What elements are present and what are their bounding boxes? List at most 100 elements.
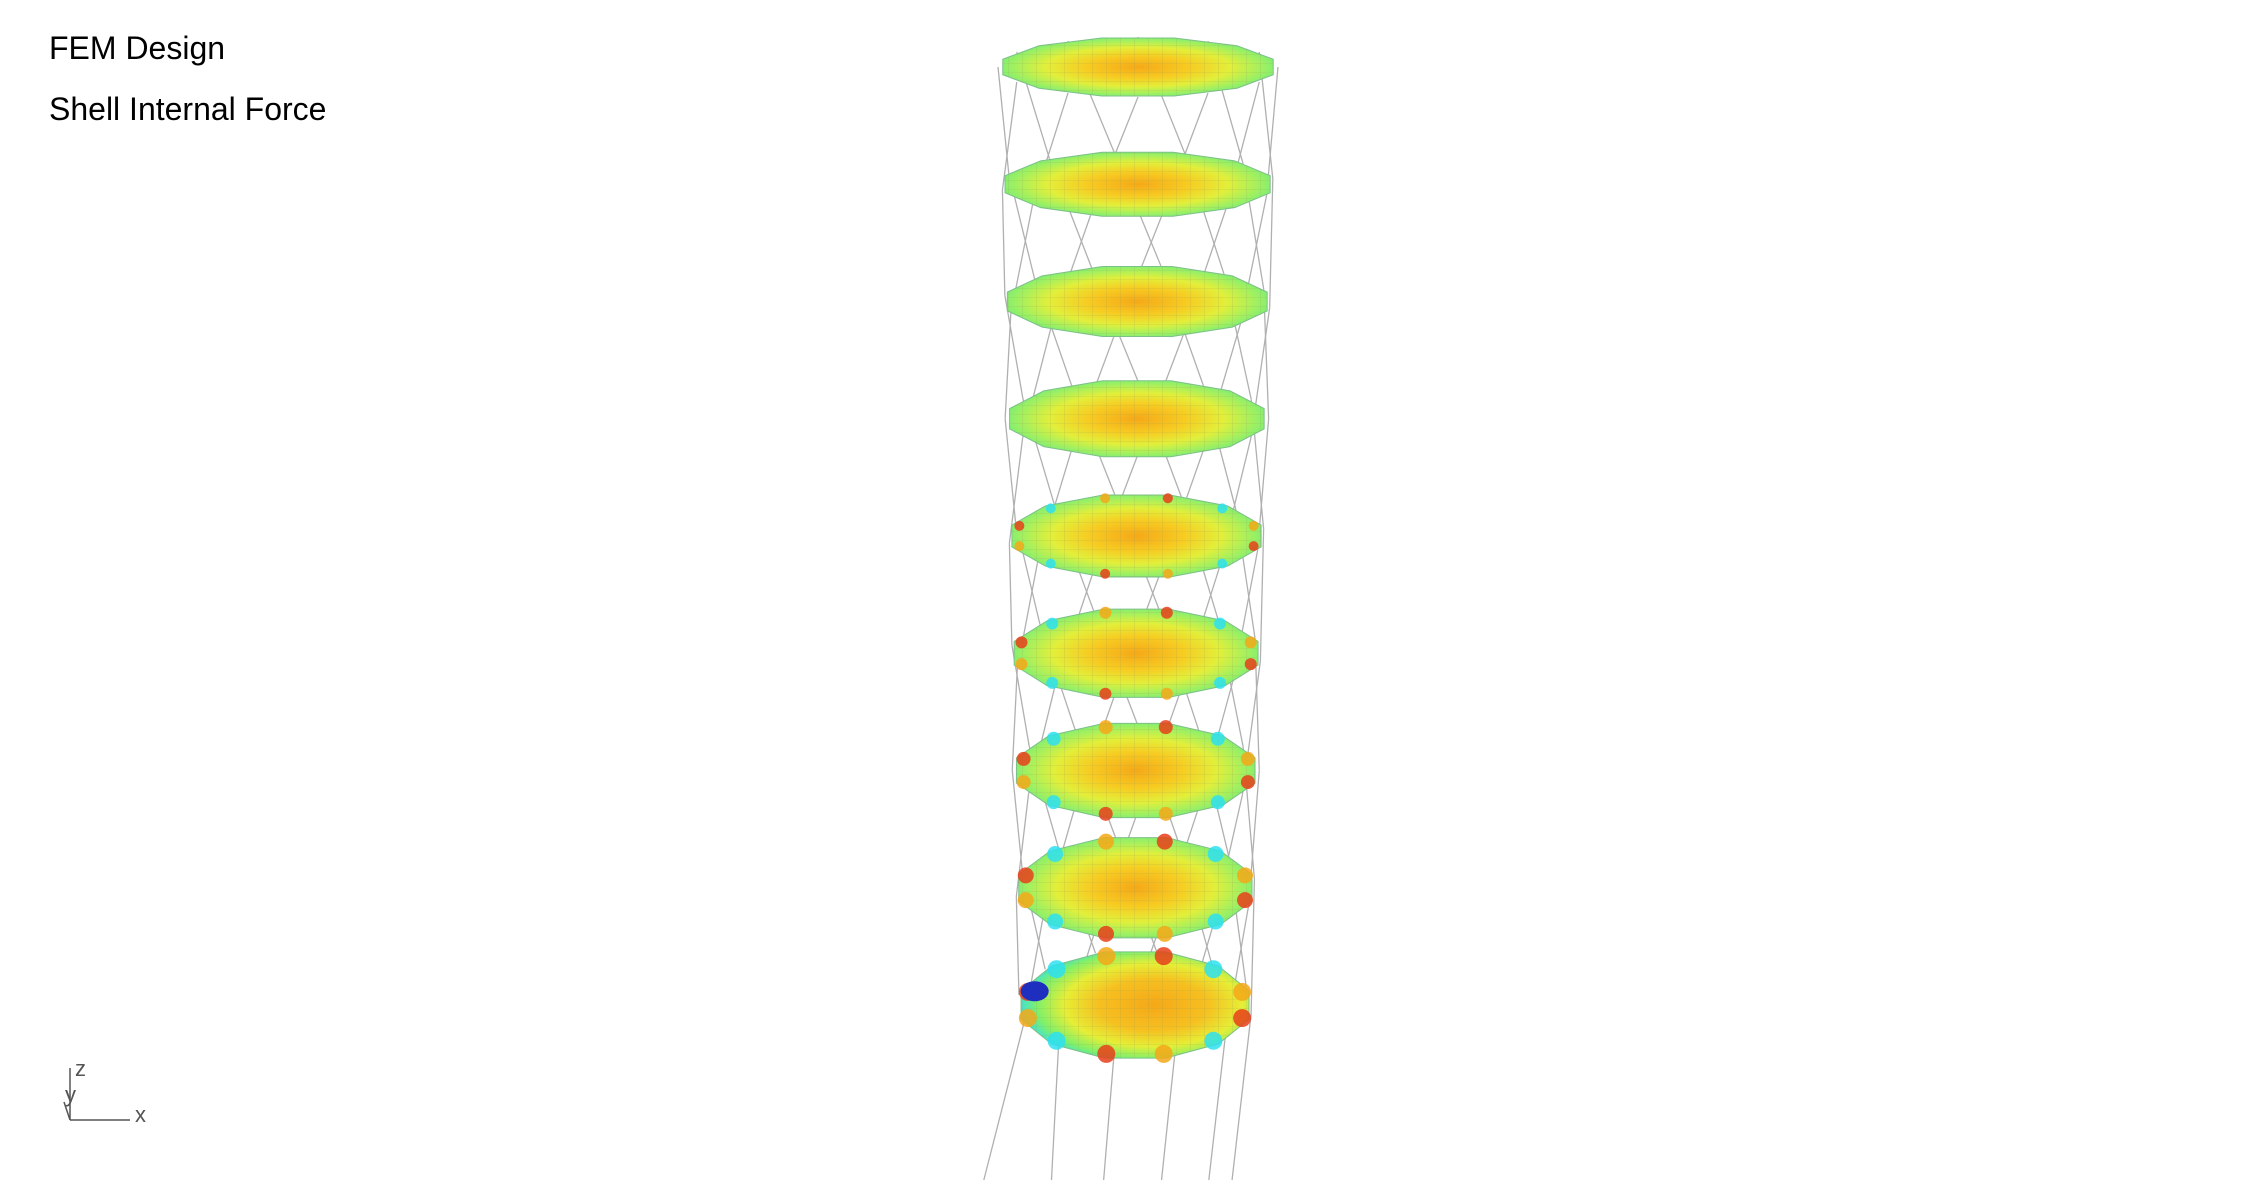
edge-hotspot — [1158, 720, 1173, 735]
edge-hotspot — [1244, 658, 1257, 671]
column-base-segment — [1102, 1059, 1115, 1181]
edge-hotspot — [1046, 617, 1059, 630]
edge-hotspot — [1233, 982, 1252, 1001]
slab-mesh — [1011, 494, 1262, 578]
edge-hotspot — [1158, 806, 1173, 821]
edge-hotspot — [1156, 925, 1173, 942]
page-title: FEM Design — [49, 30, 226, 66]
edge-hotspot — [1018, 1009, 1037, 1028]
slab-7[interactable] — [1015, 720, 1256, 821]
edge-hotspot — [1099, 687, 1112, 700]
edge-hotspot — [1204, 960, 1223, 979]
slab-mesh — [1005, 152, 1271, 217]
column-base-segment — [1208, 1040, 1226, 1181]
edge-hotspot — [1097, 947, 1116, 966]
edge-hotspot — [1046, 795, 1061, 810]
slab-mesh — [1002, 38, 1274, 96]
edge-hotspot — [1217, 503, 1228, 514]
column-segment — [1004, 313, 1012, 419]
min-stress-spot — [1020, 981, 1049, 1002]
edge-hotspot — [1248, 541, 1259, 552]
slab-4[interactable] — [1009, 380, 1265, 458]
edge-hotspot — [1214, 676, 1227, 689]
column-segment — [1001, 81, 1018, 191]
column-base-segment — [983, 1023, 1025, 1181]
edge-hotspot — [1015, 658, 1028, 671]
column-segment — [1250, 879, 1256, 1015]
edge-hotspot — [1240, 775, 1255, 790]
column-segment — [1259, 528, 1265, 662]
edge-hotspot — [1237, 892, 1254, 909]
column-segment — [1008, 543, 1013, 646]
edge-hotspot — [1240, 751, 1255, 766]
column-base-segment — [1231, 1014, 1252, 1181]
slab-1[interactable] — [1002, 37, 1274, 97]
edge-hotspot — [1046, 731, 1061, 746]
edge-hotspot — [1162, 493, 1173, 504]
edge-hotspot — [1014, 541, 1025, 552]
edge-hotspot — [1045, 503, 1056, 514]
edge-hotspot — [1207, 846, 1224, 863]
edge-hotspot — [1162, 568, 1173, 579]
edge-hotspot — [1210, 731, 1225, 746]
edge-hotspot — [1047, 1031, 1066, 1050]
z-axis-label: z — [75, 1056, 86, 1081]
edge-hotspot — [1017, 892, 1034, 909]
edge-hotspot — [1100, 568, 1111, 579]
slab-mesh — [1009, 380, 1265, 457]
slab-3[interactable] — [1006, 265, 1268, 338]
column-segment — [1001, 189, 1006, 296]
edge-hotspot — [1045, 558, 1056, 569]
edge-hotspot — [1160, 687, 1173, 700]
column-segment — [1011, 668, 1018, 771]
slab-2[interactable] — [1004, 151, 1271, 217]
edge-hotspot — [1047, 960, 1066, 979]
column-segment — [1265, 66, 1279, 196]
edge-hotspot — [1098, 720, 1113, 735]
slab-mesh — [1021, 951, 1249, 1059]
edge-hotspot — [1160, 606, 1173, 619]
slab-5[interactable] — [1011, 493, 1262, 579]
edge-hotspot — [1097, 925, 1114, 942]
slab-mesh — [1016, 723, 1256, 818]
slab-9[interactable] — [1018, 947, 1252, 1063]
y-axis-label: y — [65, 1082, 76, 1107]
edge-hotspot — [1214, 617, 1227, 630]
edge-hotspot — [1014, 520, 1025, 531]
floor-slabs — [1002, 37, 1274, 1063]
edge-hotspot — [1207, 913, 1224, 930]
edge-hotspot — [1097, 833, 1114, 850]
edge-hotspot — [1047, 846, 1064, 863]
slab-mesh — [1014, 609, 1259, 698]
column-segment — [1015, 896, 1020, 996]
edge-hotspot — [1017, 867, 1034, 884]
edge-hotspot — [1217, 558, 1228, 569]
edge-hotspot — [1156, 833, 1173, 850]
edge-hotspot — [1100, 493, 1111, 504]
edge-hotspot — [1046, 676, 1059, 689]
edge-hotspot — [1244, 636, 1257, 649]
column-segment — [1011, 770, 1023, 870]
slab-mesh — [1018, 837, 1253, 938]
edge-hotspot — [1154, 947, 1173, 966]
column-segment — [997, 66, 1010, 173]
edge-hotspot — [1016, 775, 1031, 790]
result-type-label: Shell Internal Force — [49, 91, 327, 127]
slab-8[interactable] — [1017, 833, 1254, 942]
column-segment — [1004, 418, 1017, 522]
column-base-segment — [1050, 1046, 1060, 1181]
edge-hotspot — [1248, 520, 1259, 531]
edge-hotspot — [1097, 1044, 1116, 1063]
x-axis-label: x — [135, 1102, 146, 1127]
edge-hotspot — [1047, 913, 1064, 930]
edge-hotspot — [1237, 867, 1254, 884]
edge-hotspot — [1154, 1044, 1173, 1063]
slab-6[interactable] — [1013, 606, 1259, 700]
column-segment — [1004, 295, 1024, 400]
edge-hotspot — [1210, 795, 1225, 810]
edge-hotspot — [1233, 1009, 1252, 1028]
edge-hotspot — [1016, 751, 1031, 766]
slab-mesh — [1007, 266, 1268, 337]
axis-triad: z y x — [63, 1056, 146, 1127]
